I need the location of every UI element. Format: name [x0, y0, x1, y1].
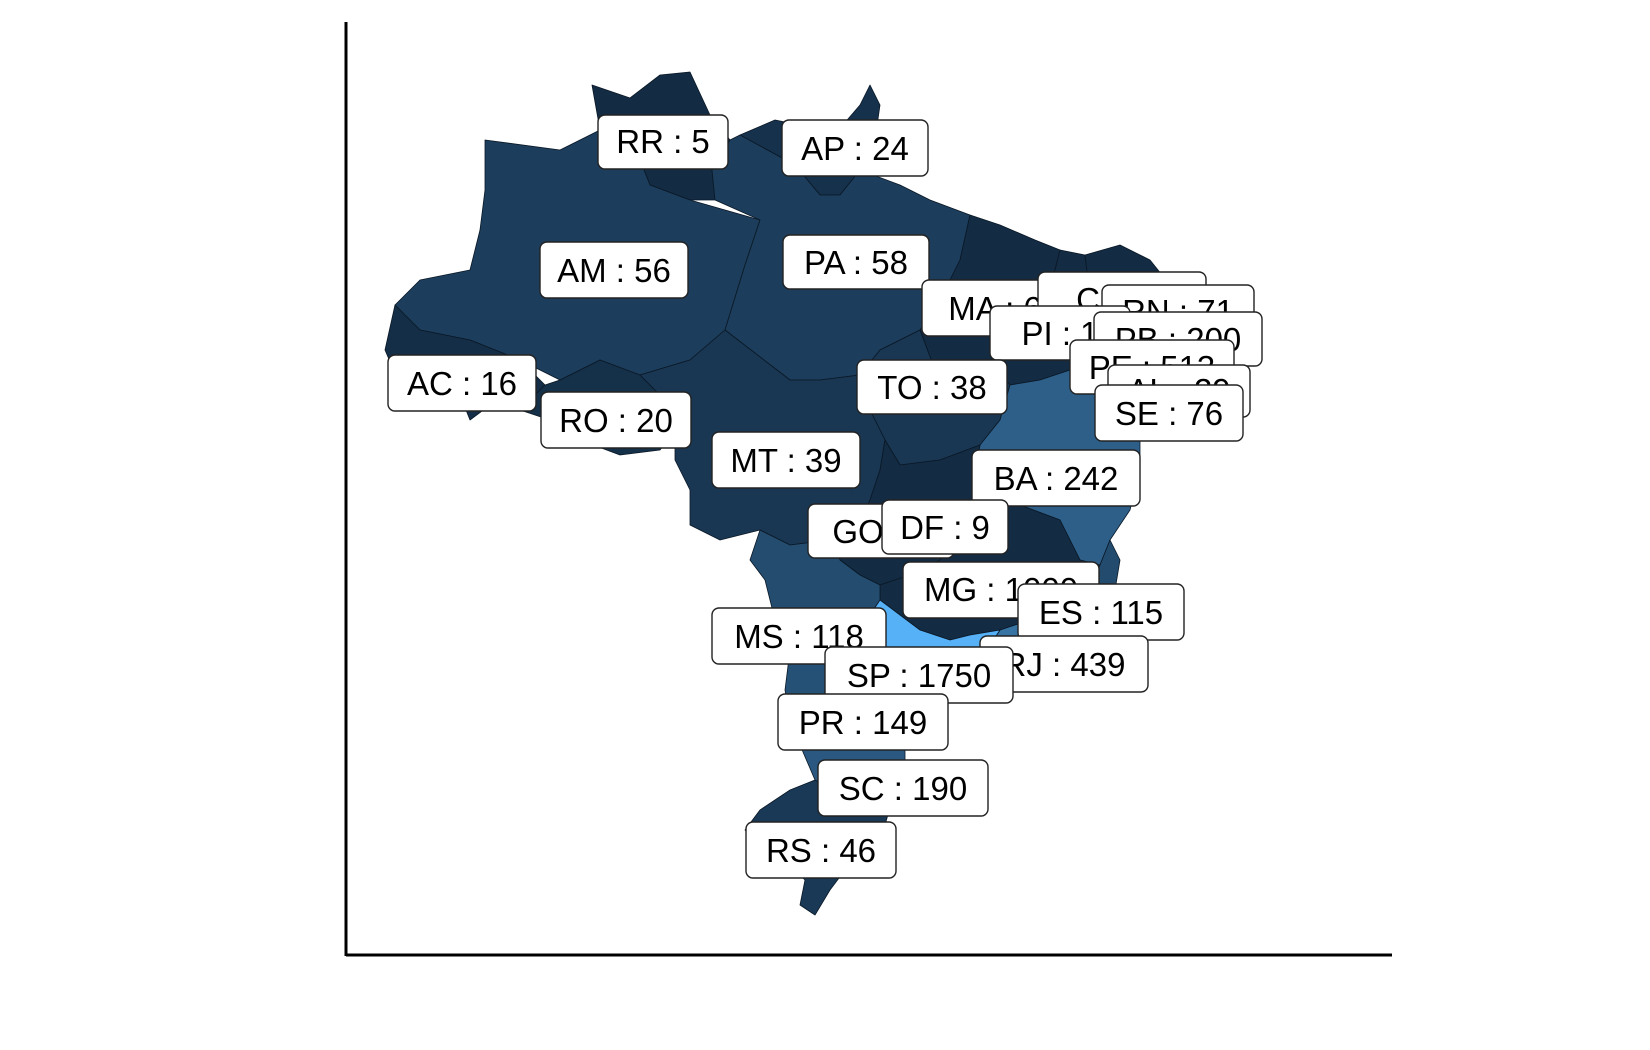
state-label-ac: AC : 16 — [387, 354, 537, 412]
state-label-rr: RR : 5 — [597, 114, 729, 170]
state-label-rs: RS : 46 — [745, 821, 897, 879]
state-label-pa: PA : 58 — [782, 234, 930, 290]
state-label-text: SC : 190 — [839, 770, 967, 807]
state-label-text: AC : 16 — [407, 365, 517, 402]
state-label-text: SP : 1750 — [847, 657, 991, 694]
state-label-text: RJ : 439 — [1003, 646, 1126, 683]
state-label-rj: RJ : 439 — [979, 635, 1149, 693]
state-label-se: SE : 76 — [1094, 384, 1244, 442]
state-label-sp: SP : 1750 — [824, 646, 1014, 704]
state-label-text: PR : 149 — [799, 704, 927, 741]
state-label-df: DF : 9 — [881, 499, 1009, 555]
state-label-text: AM : 56 — [557, 252, 671, 289]
state-label-es: ES : 115 — [1017, 583, 1185, 641]
state-label-mt: MT : 39 — [711, 431, 861, 489]
state-label-text: RR : 5 — [616, 123, 710, 160]
state-label-text: AP : 24 — [801, 130, 909, 167]
state-label-ap: AP : 24 — [781, 119, 929, 177]
state-label-text: MT : 39 — [730, 442, 841, 479]
state-label-text: RS : 46 — [766, 832, 876, 869]
state-label-text: RO : 20 — [559, 402, 673, 439]
state-label-text: TO : 38 — [877, 369, 986, 406]
state-label-sc: SC : 190 — [817, 759, 989, 817]
state-label-to: TO : 38 — [856, 359, 1008, 415]
state-label-text: ES : 115 — [1039, 594, 1163, 631]
state-label-text: DF : 9 — [900, 509, 990, 546]
state-label-pr: PR : 149 — [777, 693, 949, 751]
state-label-text: PA : 58 — [804, 244, 908, 281]
state-label-ba: BA : 242 — [971, 449, 1141, 507]
state-label-text: SE : 76 — [1115, 395, 1223, 432]
state-label-text: BA : 242 — [994, 460, 1119, 497]
state-label-ro: RO : 20 — [540, 391, 692, 449]
state-label-am: AM : 56 — [539, 241, 689, 299]
labels-layer: RR : 5 AP : 24 AM : 56 PA : 58 MA : 6 CE… — [387, 114, 1263, 879]
